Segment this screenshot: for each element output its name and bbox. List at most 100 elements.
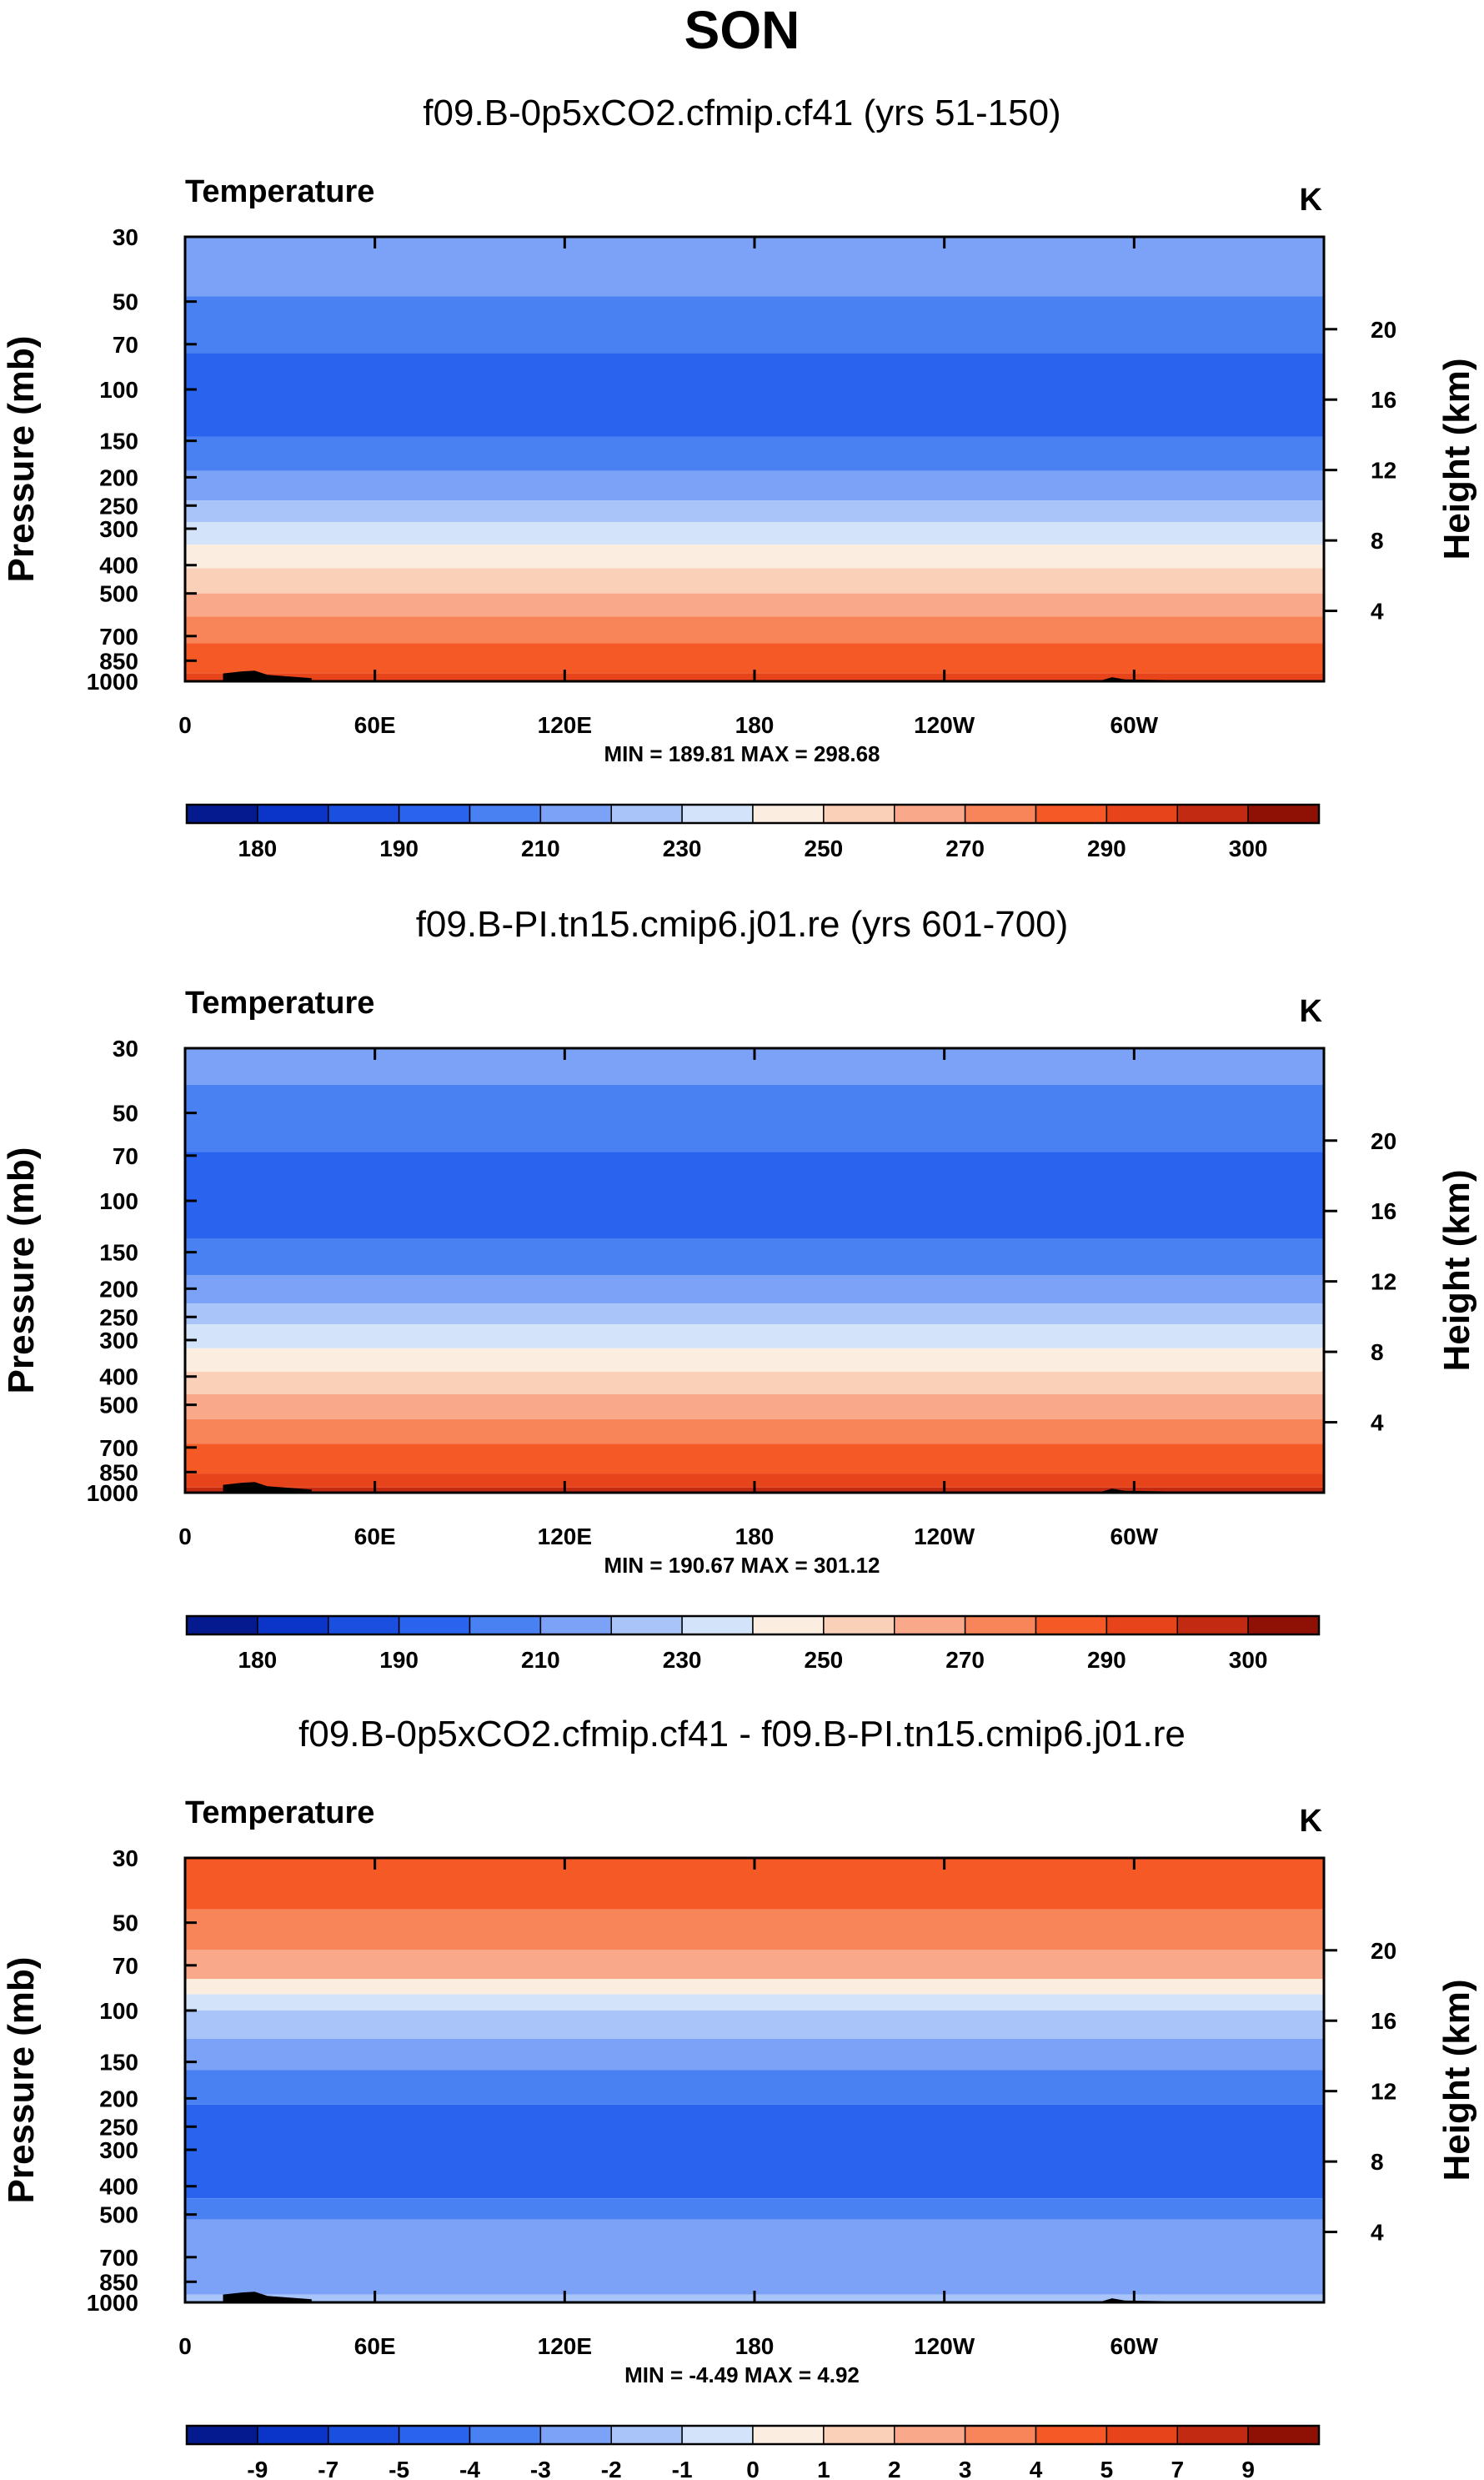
y-tick-label: 70 bbox=[113, 1143, 138, 1169]
colorbar-segment bbox=[610, 2425, 683, 2445]
topography-mask bbox=[223, 670, 312, 681]
colorbar-label: 0 bbox=[746, 2457, 760, 2480]
topography-mask bbox=[223, 1482, 312, 1493]
x-tick-label: 60W bbox=[1110, 1524, 1159, 1549]
y-right-tick-label: 20 bbox=[1371, 317, 1396, 343]
x-tick-label: 120W bbox=[914, 2333, 975, 2359]
figure-title: SON bbox=[684, 0, 800, 60]
x-tick-label: 180 bbox=[735, 2333, 775, 2359]
colorbar-segment bbox=[964, 2425, 1037, 2445]
y-tick-label: 100 bbox=[99, 1998, 138, 2024]
x-tick-label: 0 bbox=[178, 1524, 192, 1549]
y-right-tick-label: 8 bbox=[1371, 528, 1384, 554]
stats-label: MIN = 189.81 MAX = 298.68 bbox=[604, 741, 880, 766]
colorbar-segment bbox=[1247, 804, 1320, 824]
y-axis-right-title: Height (km) bbox=[1436, 359, 1477, 560]
colorbar-segment bbox=[186, 2425, 258, 2445]
colorbar-segment bbox=[539, 2425, 612, 2445]
colorbar-label: 5 bbox=[1100, 2457, 1114, 2480]
variable-label: Temperature bbox=[185, 1795, 374, 1830]
colorbar-segment bbox=[1176, 1615, 1249, 1635]
y-right-tick-label: 16 bbox=[1371, 2008, 1396, 2034]
y-tick-label: 300 bbox=[99, 516, 138, 542]
contour-band bbox=[185, 1950, 1324, 1980]
y-tick-label: 70 bbox=[113, 1953, 138, 1979]
contour-band bbox=[185, 616, 1324, 644]
colorbar-segment bbox=[398, 804, 471, 824]
panel-1: f09.B-0p5xCO2.cfmip.cf41 (yrs 51-150) Tem… bbox=[1, 93, 1477, 861]
panel-3: f09.B-0p5xCO2.cfmip.cf41 - f09.B-PI.tn15… bbox=[1, 1714, 1477, 2480]
colorbar-label: 3 bbox=[959, 2457, 972, 2480]
y-tick-label: 150 bbox=[99, 429, 138, 454]
colorbar-label: 180 bbox=[238, 1647, 278, 1673]
contour-band bbox=[185, 568, 1324, 594]
y-right-tick-label: 12 bbox=[1371, 1269, 1396, 1295]
colorbar-segment bbox=[257, 2425, 329, 2445]
y-tick-label: 100 bbox=[99, 377, 138, 403]
colorbar-segment bbox=[257, 1615, 329, 1635]
colorbar-segment bbox=[1105, 2425, 1178, 2445]
colorbar-segment bbox=[469, 804, 542, 824]
colorbar-segment bbox=[539, 804, 612, 824]
colorbar-segment bbox=[398, 1615, 471, 1635]
colorbar-segment bbox=[964, 1615, 1037, 1635]
y-tick-label: 70 bbox=[113, 332, 138, 358]
x-tick-label: 60E bbox=[354, 2333, 396, 2359]
panel-title: f09.B-0p5xCO2.cfmip.cf41 - f09.B-PI.tn15… bbox=[298, 1714, 1186, 1755]
y-right-tick-label: 12 bbox=[1371, 458, 1396, 484]
colorbar-segment bbox=[964, 804, 1037, 824]
y-right-tick-label: 12 bbox=[1371, 2079, 1396, 2105]
colorbar-segment bbox=[328, 1615, 400, 1635]
colorbar-label: 270 bbox=[945, 836, 985, 861]
x-tick-label: 120E bbox=[538, 712, 592, 738]
colorbar-segment bbox=[1176, 804, 1249, 824]
y-tick-label: 50 bbox=[113, 1910, 138, 1936]
colorbar-label: 290 bbox=[1087, 1647, 1126, 1673]
units-label: K bbox=[1300, 994, 1323, 1029]
contour-band bbox=[185, 1324, 1324, 1348]
colorbar-segment bbox=[681, 804, 754, 824]
y-tick-label: 1000 bbox=[87, 669, 138, 695]
y-axis-title: Pressure (mb) bbox=[1, 336, 42, 583]
x-tick-label: 180 bbox=[735, 1524, 775, 1549]
colorbar-segment bbox=[1105, 804, 1178, 824]
colorbar-segment bbox=[752, 804, 825, 824]
colorbar-segment bbox=[752, 1615, 825, 1635]
colorbar-segment bbox=[328, 2425, 400, 2445]
y-tick-label: 700 bbox=[99, 624, 138, 650]
units-label: K bbox=[1300, 183, 1323, 218]
y-tick-label: 700 bbox=[99, 1435, 138, 1461]
y-tick-label: 250 bbox=[99, 493, 138, 519]
colorbar-label: 180 bbox=[238, 836, 278, 861]
x-tick-label: 120W bbox=[914, 712, 975, 738]
colorbar-segment bbox=[823, 2425, 895, 2445]
y-tick-label: 500 bbox=[99, 581, 138, 607]
contour-band bbox=[185, 1418, 1324, 1444]
y-tick-label: 300 bbox=[99, 1328, 138, 1353]
y-tick-label: 400 bbox=[99, 1364, 138, 1390]
colorbar-label: -5 bbox=[389, 2457, 409, 2480]
colorbar-label: -3 bbox=[530, 2457, 551, 2480]
x-tick-label: 120E bbox=[538, 2333, 592, 2359]
colorbar-label: -9 bbox=[247, 2457, 268, 2480]
x-tick-label: 180 bbox=[735, 712, 775, 738]
contour-band bbox=[185, 2104, 1324, 2199]
contour-band bbox=[185, 2070, 1324, 2105]
y-tick-label: 850 bbox=[99, 2269, 138, 2295]
colorbar-frame bbox=[185, 1614, 1321, 1636]
colorbar-segment bbox=[539, 1615, 612, 1635]
colorbar-segment bbox=[752, 2425, 825, 2445]
colorbar-segment bbox=[469, 1615, 542, 1635]
colorbar-label: 230 bbox=[663, 1647, 702, 1673]
y-right-tick-label: 20 bbox=[1371, 1128, 1396, 1154]
stats-label: MIN = 190.67 MAX = 301.12 bbox=[604, 1553, 880, 1578]
y-axis-right-title: Height (km) bbox=[1436, 1980, 1477, 2181]
colorbar-label: -1 bbox=[672, 2457, 693, 2480]
colorbar-segment bbox=[894, 804, 966, 824]
colorbar-label: 9 bbox=[1241, 2457, 1255, 2480]
y-tick-label: 30 bbox=[113, 1036, 138, 1062]
colorbar-label: 230 bbox=[663, 836, 702, 861]
colorbar-segment bbox=[894, 2425, 966, 2445]
contour-band bbox=[185, 1371, 1324, 1394]
